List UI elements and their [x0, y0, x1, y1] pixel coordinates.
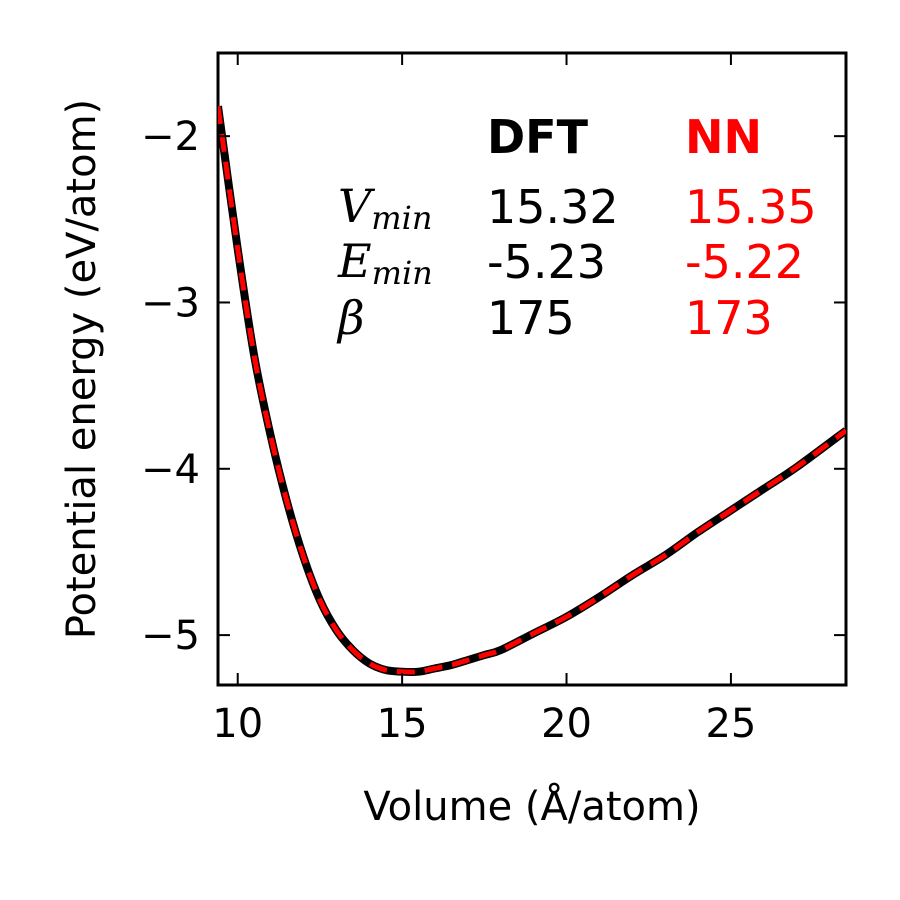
y-tick-label: −3 — [141, 280, 200, 326]
row-beta-symbol: β — [336, 291, 365, 345]
emin-symbol-main: E — [337, 234, 372, 288]
tick-layer: 10 15 20 25 −2 −3 −4 −5 — [141, 53, 846, 747]
annotation-table: DFT NN Vmin 15.32 15.35 Emin -5.23 -5.22… — [336, 110, 817, 345]
x-tick-label: 15 — [377, 701, 428, 747]
row-emin-dft: -5.23 — [487, 235, 606, 289]
table-header-nn: NN — [685, 110, 762, 164]
row-emin-nn: -5.22 — [685, 235, 804, 289]
vmin-symbol-sub: min — [371, 199, 432, 237]
series-line-nn — [218, 105, 846, 675]
series-layer — [218, 105, 846, 677]
emin-symbol-sub: min — [372, 254, 433, 292]
y-tick-label: −4 — [141, 447, 200, 493]
x-tick-label: 10 — [212, 701, 263, 747]
row-emin-symbol: Emin — [337, 234, 433, 292]
y-tick-label: −5 — [141, 613, 200, 659]
row-vmin-dft: 15.32 — [487, 180, 619, 234]
plot-frame — [216, 51, 848, 687]
x-tick-label: 25 — [705, 701, 756, 747]
x-tick-label: 20 — [541, 701, 592, 747]
x-axis-label: Volume (Å/atom) — [363, 782, 700, 830]
vmin-symbol-main: V — [338, 179, 376, 233]
y-tick-label: −2 — [141, 114, 200, 160]
table-header-dft: DFT — [487, 110, 589, 164]
y-axis-label: Potential energy (eV/atom) — [59, 99, 105, 639]
row-beta-nn: 173 — [685, 291, 773, 345]
row-beta-dft: 175 — [487, 291, 575, 345]
row-vmin-symbol: Vmin — [338, 179, 432, 237]
row-vmin-nn: 15.35 — [685, 180, 817, 234]
